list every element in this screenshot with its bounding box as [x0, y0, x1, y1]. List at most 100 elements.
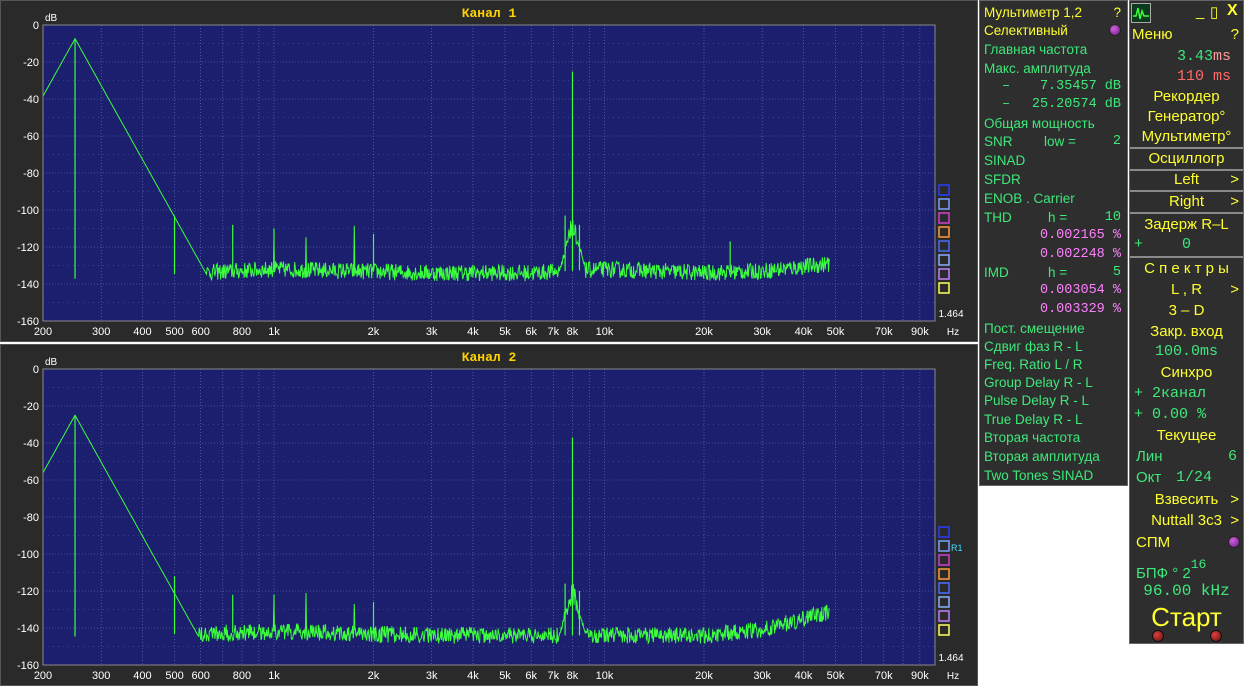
- multimeter-help-icon[interactable]: ?: [1113, 5, 1121, 20]
- generator-button[interactable]: Генератор°: [1147, 108, 1226, 125]
- plot-area[interactable]: [43, 369, 935, 665]
- trace-color-swatch[interactable]: [938, 596, 950, 608]
- psd-indicator-icon[interactable]: [1228, 536, 1240, 548]
- plot-area[interactable]: [43, 25, 935, 321]
- imd-h-value[interactable]: 5: [1112, 265, 1121, 280]
- lr-arrow-icon[interactable]: >: [1230, 281, 1239, 298]
- true-delay-item[interactable]: True Delay R - L: [984, 412, 1083, 427]
- control-menu-panel: _ ▯ X Меню ? 3.43ms 110 ms Рекордер Гене…: [1129, 0, 1244, 644]
- closed-input-button[interactable]: Закр. вход: [1150, 323, 1223, 340]
- max-amplitude-item[interactable]: Макс. амплитуда: [984, 61, 1091, 76]
- multimeter-button[interactable]: Мультиметр°: [1141, 128, 1232, 145]
- trace-color-swatch[interactable]: [938, 184, 950, 196]
- y-tick-label: -120: [17, 586, 39, 598]
- mode-selector[interactable]: Селективный: [984, 22, 1123, 40]
- menu-button[interactable]: Меню ?: [1130, 25, 1243, 45]
- oct-value[interactable]: 1/24: [1176, 469, 1213, 486]
- thd1-value: 0.002165: [1039, 228, 1105, 243]
- psd-toggle[interactable]: СПМ: [1130, 533, 1243, 553]
- x-tick-label: 200: [34, 670, 52, 682]
- dc-offset-item[interactable]: Пост. смещение: [984, 321, 1085, 336]
- trace-color-swatch[interactable]: [938, 610, 950, 622]
- pulse-delay-item[interactable]: Pulse Delay R - L: [984, 393, 1090, 408]
- x-tick-label: 30k: [753, 670, 771, 682]
- y-tick-label: -140: [17, 279, 39, 291]
- trace-color-swatch[interactable]: [938, 282, 950, 294]
- multimeter-title[interactable]: Мультиметр 1,2 ?: [984, 4, 1123, 22]
- mode-indicator-icon[interactable]: [1109, 24, 1121, 36]
- trace-color-swatch[interactable]: [938, 624, 950, 636]
- spectra-button[interactable]: С п е к т р ы: [1144, 260, 1229, 277]
- trace-color-swatch[interactable]: [938, 240, 950, 252]
- thd-h-value[interactable]: 10: [1104, 210, 1121, 225]
- weighting-button[interactable]: Взвесить >: [1130, 490, 1243, 510]
- trace-color-swatch[interactable]: [938, 582, 950, 594]
- enob-item[interactable]: ENOB . Carrier: [984, 191, 1075, 206]
- thd-item[interactable]: THD h = 10: [984, 209, 1123, 227]
- delay-readout[interactable]: + 0: [1130, 235, 1243, 255]
- oscillograph-button[interactable]: Осциллогр: [1148, 150, 1225, 167]
- x-tick-label: 50k: [827, 670, 845, 682]
- window-arrow-icon[interactable]: >: [1230, 512, 1239, 529]
- lr-spectrum-button[interactable]: L , R >: [1130, 280, 1243, 300]
- trace-color-swatch[interactable]: [938, 268, 950, 280]
- left-arrow-icon[interactable]: >: [1230, 171, 1239, 188]
- main-frequency-item[interactable]: Главная частота: [984, 42, 1088, 57]
- sinad-item[interactable]: SINAD: [984, 153, 1026, 168]
- x-tick-label: 10k: [596, 670, 614, 682]
- 3d-spectrum-button[interactable]: 3 – D: [1168, 302, 1205, 319]
- sample-rate-button[interactable]: 96.00 kHz: [1130, 581, 1243, 601]
- snr-low-label: low =: [1044, 134, 1076, 149]
- menu-help-icon[interactable]: ?: [1230, 26, 1239, 43]
- linear-averaging[interactable]: Лин 6: [1130, 447, 1243, 467]
- divider: [1130, 147, 1243, 149]
- amp1-sign: –: [1002, 79, 1011, 94]
- y-tick-label: -100: [17, 549, 39, 561]
- right-arrow-icon[interactable]: >: [1230, 193, 1239, 210]
- close-button[interactable]: X: [1227, 2, 1238, 19]
- trace-color-swatch[interactable]: [938, 540, 950, 552]
- sync-button[interactable]: Синхро: [1160, 364, 1213, 381]
- sync-percent-readout[interactable]: + 0.00 %: [1130, 405, 1243, 425]
- sync-channel-readout[interactable]: + 2канал: [1130, 384, 1243, 404]
- total-power-item[interactable]: Общая мощность: [984, 116, 1095, 131]
- window-label: Nuttall 3c3: [1151, 512, 1222, 529]
- left-channel-button[interactable]: Left >: [1130, 170, 1243, 190]
- snr-item[interactable]: SNR low = 2: [984, 133, 1123, 151]
- trace-color-swatch[interactable]: [938, 198, 950, 210]
- lin-value[interactable]: 6: [1227, 448, 1237, 465]
- imd-item[interactable]: IMD h = 5: [984, 264, 1123, 282]
- octave-averaging[interactable]: Окт 1/24: [1130, 468, 1243, 488]
- current-mode-button[interactable]: Текущее: [1156, 427, 1217, 444]
- delay-button[interactable]: Задерж R–L: [1144, 216, 1229, 233]
- trace-color-swatch[interactable]: [938, 568, 950, 580]
- trace-color-swatch[interactable]: [938, 254, 950, 266]
- closed-input-readout[interactable]: 100.0ms: [1130, 342, 1243, 362]
- snr-low-value[interactable]: 2: [1112, 134, 1121, 149]
- second-amplitude-item[interactable]: Вторая амплитуда: [984, 449, 1100, 464]
- fft-size-button[interactable]: БПФ ° 216: [1130, 557, 1243, 582]
- trace-color-swatch[interactable]: [938, 554, 950, 566]
- trace-color-swatch[interactable]: [938, 526, 950, 538]
- right-label: Right: [1168, 193, 1205, 210]
- scale-value-label: 1.464: [938, 309, 963, 320]
- start-button[interactable]: Старт: [1151, 602, 1222, 632]
- phase-shift-item[interactable]: Сдвиг фаз R - L: [984, 339, 1083, 354]
- x-tick-label: 50k: [827, 326, 845, 338]
- window-function-button[interactable]: Nuttall 3c3 >: [1130, 511, 1243, 531]
- second-frequency-item[interactable]: Вторая частота: [984, 430, 1081, 445]
- group-delay-item[interactable]: Group Delay R - L: [984, 375, 1093, 390]
- freq-ratio-item[interactable]: Freq. Ratio L / R: [984, 357, 1083, 372]
- maximize-button[interactable]: ▯: [1210, 4, 1219, 21]
- thd-h-label: h =: [1048, 210, 1068, 225]
- weigh-arrow-icon[interactable]: >: [1230, 491, 1239, 508]
- right-channel-button[interactable]: Right >: [1130, 192, 1243, 212]
- trace-color-swatch[interactable]: [938, 226, 950, 238]
- recorder-button[interactable]: Рекордер: [1153, 88, 1220, 105]
- two-tones-sinad-item[interactable]: Two Tones SINAD: [984, 468, 1094, 483]
- trace-color-swatch[interactable]: [938, 212, 950, 224]
- sfdr-item[interactable]: SFDR: [984, 172, 1021, 187]
- minimize-button[interactable]: _: [1196, 3, 1205, 20]
